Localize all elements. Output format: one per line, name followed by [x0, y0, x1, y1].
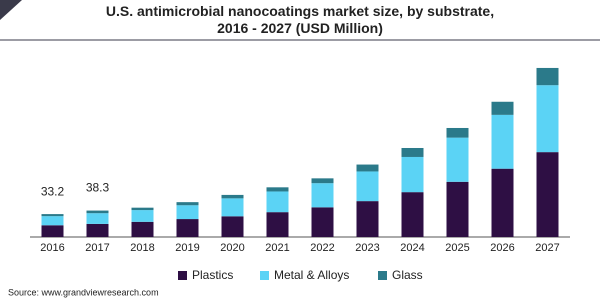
x-tick-label: 2026 — [490, 242, 514, 254]
legend-label: Metal & Alloys — [274, 268, 349, 282]
x-tick-label: 2021 — [265, 242, 289, 254]
bar-segment — [356, 164, 379, 172]
bar-segment — [41, 214, 64, 217]
bar-segment — [356, 201, 379, 237]
legend-swatch — [178, 271, 187, 280]
legend-label: Glass — [392, 268, 423, 282]
x-tick-label: 2025 — [445, 242, 469, 254]
x-tick-label: 2016 — [40, 242, 64, 254]
bar-segment — [491, 168, 514, 237]
bar-segment — [356, 171, 379, 202]
bar-segment — [401, 147, 424, 157]
bar-segment — [536, 85, 559, 153]
bar-segment — [446, 127, 469, 138]
bar-segment — [86, 210, 109, 214]
bar-segment — [221, 198, 244, 217]
corner-decoration — [0, 0, 22, 20]
bar-segment — [446, 181, 469, 237]
bar-segment — [41, 216, 64, 226]
bar-segment — [41, 225, 64, 237]
x-tick-label: 2023 — [355, 242, 379, 254]
x-tick-label: 2020 — [220, 242, 244, 254]
bar-segment — [311, 178, 334, 184]
bar-segment — [446, 137, 469, 182]
bar-segment — [176, 202, 199, 206]
bar-segment — [266, 191, 289, 213]
source: Source: www.grandviewresearch.com — [8, 287, 159, 297]
bar-segment — [86, 213, 109, 224]
x-tick-label: 2017 — [85, 242, 109, 254]
legend-label: Plastics — [192, 268, 233, 282]
x-tick-label: 2024 — [400, 242, 424, 254]
bar-segment — [266, 212, 289, 237]
total-label: 38.3 — [86, 181, 110, 195]
total-label: 33.2 — [41, 184, 65, 198]
bar-segment — [536, 152, 559, 237]
bar-segment — [221, 194, 244, 199]
legend-swatch — [260, 271, 269, 280]
bar-segment — [266, 187, 289, 192]
bar-segment — [536, 67, 559, 86]
x-tick-label: 2019 — [175, 242, 199, 254]
bar-segment — [131, 221, 154, 237]
x-tick-label: 2027 — [535, 242, 559, 254]
x-tick-label: 2018 — [130, 242, 154, 254]
bar-segment — [131, 210, 154, 222]
legend-swatch — [378, 271, 387, 280]
bar-segment — [401, 192, 424, 237]
bar-segment — [491, 101, 514, 115]
chart-title: U.S. antimicrobial nanocoatings market s… — [105, 3, 495, 36]
bar-segment — [176, 219, 199, 237]
bar-segment — [311, 207, 334, 237]
bar-segment — [491, 114, 514, 169]
bar-segment — [311, 183, 334, 208]
bar-segment — [176, 205, 199, 220]
bar-segment — [401, 156, 424, 193]
bar-segment — [131, 207, 154, 211]
bar-segment — [86, 223, 109, 237]
x-tick-label: 2022 — [310, 242, 334, 254]
bar-segment — [221, 216, 244, 237]
